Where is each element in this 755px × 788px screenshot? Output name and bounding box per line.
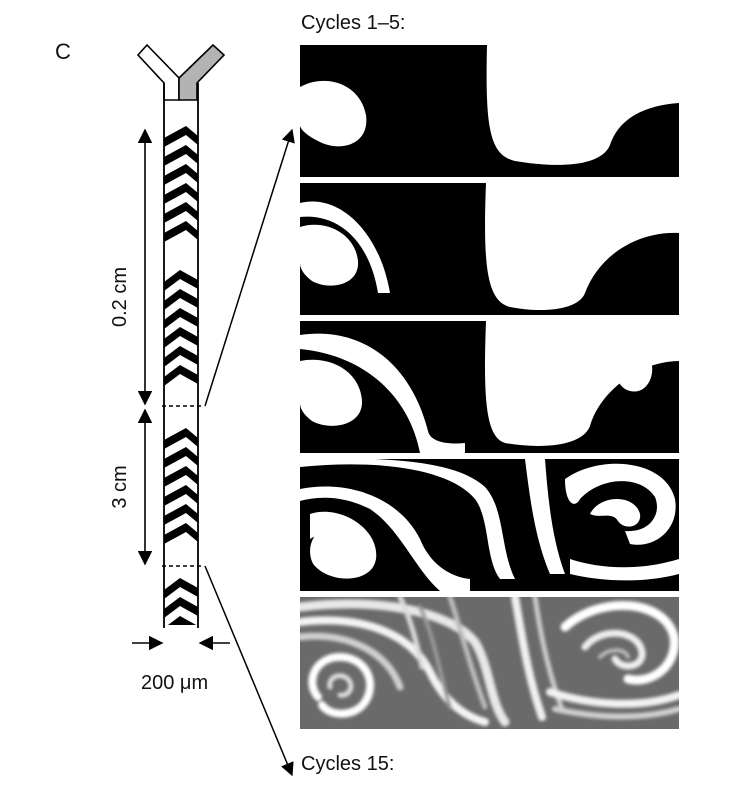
herringbone-groove (164, 428, 198, 449)
panel-letter: C (55, 39, 71, 64)
bottom-caption: Cycles 15: (301, 753, 395, 775)
herringbone-groove (168, 616, 197, 625)
herringbone-groove (164, 597, 198, 618)
herringbone-groove (164, 202, 198, 223)
herringbone-groove (164, 485, 198, 506)
herringbone-groove (164, 466, 198, 487)
herringbone-groove (164, 447, 198, 468)
herringbone-groove (164, 504, 198, 525)
top-caption: Cycles 1–5: (301, 12, 406, 34)
herringbone-groove (164, 523, 198, 544)
cross-section-cycle-5 (300, 597, 679, 729)
herringbone-groove (164, 183, 198, 204)
herringbone-groove (164, 289, 198, 310)
herringbone-groove (164, 346, 198, 367)
herringbone-groove (164, 270, 198, 291)
herringbone-groove (164, 308, 198, 329)
callout-arrow-top (204, 128, 295, 407)
herringbone-grooves (164, 126, 198, 625)
herringbone-groove (164, 164, 198, 185)
cross-section-cycle-4 (300, 459, 679, 591)
herringbone-groove (164, 126, 198, 147)
y-inlet (136, 43, 226, 101)
cross-section-cycle-3 (300, 321, 679, 453)
inlet-right-branch (178, 43, 226, 101)
herringbone-groove (164, 327, 198, 348)
herringbone-groove (164, 145, 198, 166)
channel-width-label: 200 μm (141, 672, 209, 694)
herringbone-groove (164, 221, 198, 242)
cross-section-cycle-1 (300, 45, 679, 177)
cross-section-cycle-2 (300, 183, 679, 315)
herringbone-groove (164, 578, 198, 599)
inlet-left-branch (136, 43, 180, 101)
callout-arrow-bottom (204, 565, 294, 777)
herringbone-groove (164, 365, 198, 386)
